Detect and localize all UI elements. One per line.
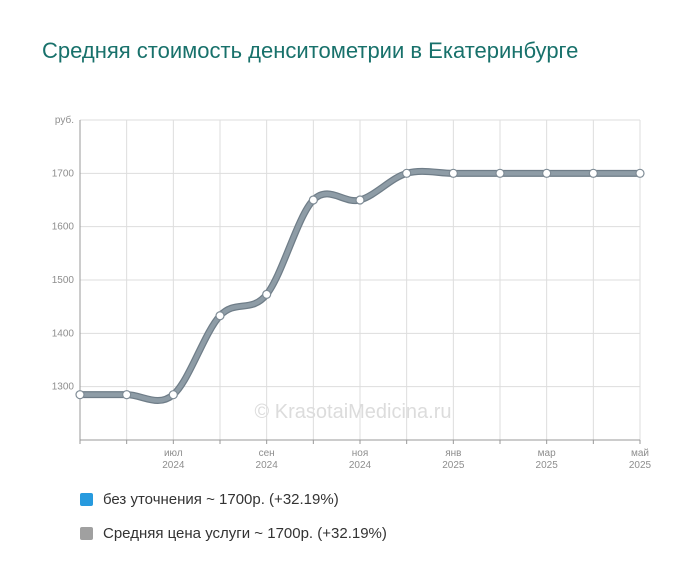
legend-label: без уточнения ~ 1700р. (+32.19%): [103, 490, 339, 508]
x-tick-label-month: июл: [164, 448, 183, 459]
x-tick-label-year: 2024: [349, 460, 372, 471]
legend-swatch: [80, 526, 93, 540]
x-tick-label-year: 2025: [629, 460, 652, 471]
data-point: [588, 168, 598, 178]
x-tick-label-month: сен: [259, 448, 275, 459]
axes: [79, 120, 641, 444]
data-point: [168, 390, 178, 400]
legend-label: Средняя цена услуги ~ 1700р. (+32.19%): [103, 524, 387, 542]
x-tick-label-year: 2025: [536, 460, 559, 471]
data-point: [262, 289, 272, 299]
grid-lines: [79, 119, 641, 440]
x-tick-label-month: мар: [538, 448, 556, 459]
legend: без уточнения ~ 1700р. (+32.19%) Средняя…: [80, 489, 387, 557]
data-point: [542, 168, 552, 178]
y-tick-label: 1400: [52, 328, 75, 339]
chart-title: Средняя стоимость денситометрии в Екатер…: [42, 38, 579, 63]
y-unit-label: руб.: [55, 114, 74, 126]
legend-item-average-price[interactable]: Средняя цена услуги ~ 1700р. (+32.19%): [80, 523, 387, 543]
x-tick-label-year: 2025: [442, 460, 465, 471]
x-tick-label-month: май: [631, 448, 649, 459]
y-tick-label: 1500: [52, 275, 75, 286]
x-tick-label-month: янв: [445, 448, 461, 459]
y-tick-labels: руб. 1300 1400 1500 1600 1700: [52, 114, 75, 393]
watermark: © KrasotaiMedicina.ru: [254, 401, 451, 423]
data-point: [215, 311, 225, 321]
x-tick-labels: июл2024сен2024ноя2024янв2025мар2025май20…: [162, 448, 651, 471]
x-tick-label-year: 2024: [162, 460, 185, 471]
y-tick-label: 1700: [52, 168, 75, 179]
data-point: [495, 168, 505, 178]
data-point: [308, 195, 318, 205]
x-tick-label-year: 2024: [256, 460, 279, 471]
data-point: [75, 390, 85, 400]
legend-swatch: [80, 492, 93, 506]
data-point: [448, 168, 458, 178]
y-tick-label: 1300: [52, 382, 75, 393]
data-point: [355, 195, 365, 205]
data-point: [635, 168, 645, 178]
legend-item-bez-utochneniya[interactable]: без уточнения ~ 1700р. (+32.19%): [80, 489, 387, 509]
data-point: [402, 168, 412, 178]
x-tick-label-month: ноя: [352, 448, 369, 459]
y-tick-label: 1600: [52, 222, 75, 233]
data-point: [122, 390, 132, 400]
series-points-group: [75, 168, 645, 400]
